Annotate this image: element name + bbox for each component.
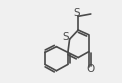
Text: S: S — [62, 32, 69, 42]
Text: O: O — [86, 64, 94, 74]
Text: S: S — [73, 8, 80, 18]
